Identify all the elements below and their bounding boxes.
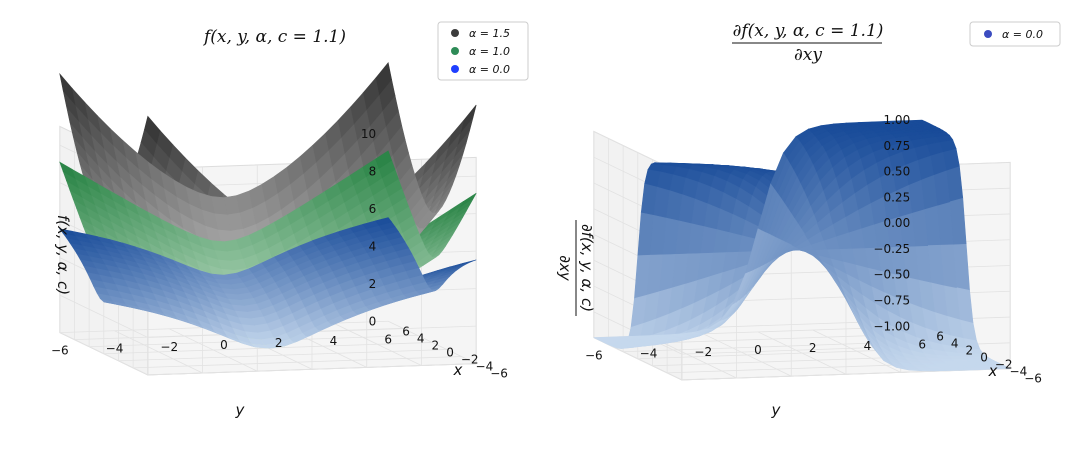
chart-1-surfaces (59, 62, 477, 349)
x-tick-label: 6 (936, 329, 944, 343)
x-tick-label: −2 (995, 357, 1013, 371)
y-tick-label: 4 (864, 339, 872, 353)
x-tick-label: 2 (432, 338, 440, 352)
chart-1-title: f(x, y, α, c = 1.1) (202, 27, 346, 47)
z-tick-label: 0 (369, 314, 377, 328)
legend-marker (984, 30, 992, 38)
x-tick-label: −6 (1024, 372, 1042, 386)
legend-label: α = 0.0 (1002, 28, 1043, 41)
y-tick-label: 2 (809, 341, 817, 355)
surface-facet (375, 150, 392, 169)
z-tick-label: 0.75 (883, 139, 910, 153)
y-tick-label: −2 (694, 345, 712, 359)
legend-frame (437, 21, 529, 81)
y-tick-label: −4 (106, 342, 124, 356)
surface-facet (375, 217, 393, 226)
legend-marker (451, 65, 459, 73)
chart-1-ylabel: y (235, 401, 246, 419)
x-tick-label: −4 (476, 360, 494, 374)
z-tick-label: 6 (369, 202, 377, 216)
surface-facet (909, 119, 926, 123)
chart-2-legend: α = 0.0 (969, 21, 1061, 47)
grid-line (59, 332, 148, 376)
chart-2-xlabel: x (988, 362, 998, 380)
chart-2-ticks: −1.00 −0.75 −0.50 −0.25 0.00 0.25 0.50 0.75 1.00… (585, 113, 1042, 386)
x-tick-label: 0 (980, 350, 988, 364)
z-tick-label: −1.00 (873, 319, 910, 333)
legend-label: α = 0.0 (469, 63, 510, 76)
legend-label: α = 1.0 (469, 45, 510, 58)
chart-2-surfaces (593, 119, 1011, 372)
x-tick-label: 6 (402, 324, 410, 338)
z-tick-label: 0.25 (883, 190, 910, 204)
chart-2-title-denominator: ∂xy (794, 45, 822, 65)
x-tick-label: 4 (951, 336, 959, 350)
y-tick-label: 0 (754, 343, 762, 357)
chart-1-zlabel: f(x, y, α, c) (54, 215, 72, 295)
x-tick-label: −2 (461, 352, 479, 366)
chart-1-legend: α = 1.5 α = 1.0 α = 0.0 (437, 21, 529, 81)
z-tick-label: 0.00 (883, 216, 910, 230)
z-tick-label: −0.25 (873, 242, 910, 256)
z-tick-label: 2 (369, 277, 377, 291)
x-tick-label: −4 (1010, 365, 1028, 379)
y-tick-label: 4 (330, 334, 338, 348)
chart-2-zlabel-numerator: ∂f(x, y, α, c) (578, 224, 596, 312)
y-tick-label: 6 (384, 332, 392, 346)
y-tick-label: 2 (275, 336, 283, 350)
y-tick-label: −6 (51, 344, 69, 358)
x-tick-label: 2 (966, 343, 974, 357)
z-tick-label: 1.00 (883, 113, 910, 127)
y-tick-label: 0 (220, 338, 228, 352)
chart-2-zlabel: ∂f(x, y, α, c) ∂xy (556, 220, 596, 316)
chart-1-xlabel: x (453, 361, 463, 379)
legend-marker (451, 29, 459, 37)
x-tick-label: 4 (417, 331, 425, 345)
grid-line (114, 330, 203, 374)
legend-frame (969, 21, 1061, 47)
z-tick-label: 0.50 (883, 165, 910, 179)
y-tick-label: −4 (640, 347, 658, 361)
y-tick-label: −2 (160, 340, 178, 354)
x-tick-label: −6 (490, 367, 508, 381)
y-tick-label: 6 (918, 337, 926, 351)
z-tick-label: −0.75 (873, 293, 910, 307)
z-tick-label: 10 (361, 127, 376, 141)
z-tick-label: 8 (369, 164, 377, 178)
chart-2-zlabel-denominator: ∂xy (556, 255, 574, 282)
z-tick-label: 4 (369, 239, 377, 253)
z-tick-label: −0.50 (873, 268, 910, 282)
x-tick-label: 0 (446, 345, 454, 359)
chart-2-title-numerator: ∂f(x, y, α, c = 1.1) (733, 21, 884, 41)
surface-facet (286, 156, 304, 185)
grid-line (59, 294, 148, 338)
legend-marker (451, 47, 459, 55)
grid-line (147, 363, 477, 376)
chart-2-ylabel: y (771, 401, 782, 419)
surface-facet (706, 319, 724, 330)
chart-2: ∂f(x, y, α, c = 1.1) ∂xy −1.00 −0.75 −0.50… (556, 21, 1061, 419)
surface-facet (956, 287, 974, 323)
y-tick-label: −6 (585, 349, 603, 363)
legend-label: α = 1.5 (469, 27, 510, 40)
